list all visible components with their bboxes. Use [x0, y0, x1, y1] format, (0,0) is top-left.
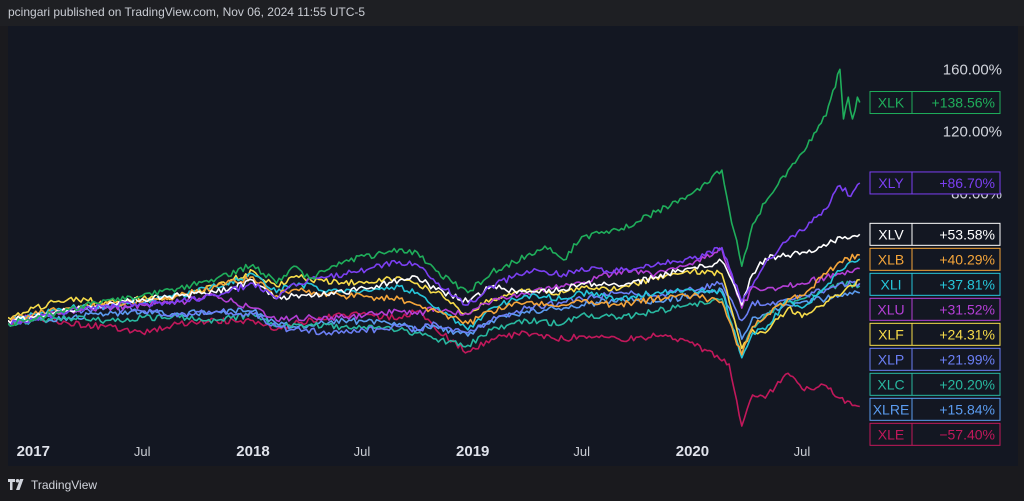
tradingview-logo[interactable]: TradingView [8, 478, 97, 492]
series-name-xlc: XLC [877, 376, 904, 392]
series-line-xle[interactable] [7, 309, 860, 427]
series-value-xlre: +15.84% [939, 401, 995, 417]
series-line-xly[interactable] [7, 182, 861, 327]
y-tick-label: 160.00% [943, 61, 1002, 78]
footer-bar: TradingView [0, 470, 1024, 501]
label-box-xlre [869, 397, 1001, 421]
label-box-xlf [869, 322, 1001, 346]
last-value-label-xlv: XLV +53.58% [869, 222, 1001, 246]
series-value-xlp: +21.99% [939, 351, 995, 367]
series-name-xlp: XLP [878, 351, 904, 367]
label-box-xlu [869, 297, 1001, 321]
tradingview-logo-icon [8, 479, 24, 490]
series-name-xli: XLI [880, 276, 901, 292]
series-name-xlre: XLRE [873, 401, 910, 417]
series-value-xlk: +138.56% [932, 95, 995, 111]
x-tick-label: Jul [573, 444, 590, 459]
x-tick-label: 2018 [236, 443, 269, 460]
label-box-xli [869, 272, 1001, 296]
series-name-xlb: XLB [878, 251, 904, 267]
published-info: pcingari published on TradingView.com, N… [8, 5, 366, 19]
x-tick-label: 2020 [676, 443, 709, 460]
series-name-xlu: XLU [877, 301, 904, 317]
series-value-xlc: +20.20% [939, 376, 995, 392]
last-value-label-xly: XLY +86.70% [869, 171, 1001, 195]
label-box-xlk [869, 91, 1001, 115]
series-value-xlu: +31.52% [939, 301, 995, 317]
series-line-xlp[interactable] [7, 280, 861, 336]
last-value-label-xlc: XLC +20.20% [869, 372, 1001, 396]
series-name-xlk: XLK [878, 95, 905, 111]
series-line-xlk[interactable] [7, 68, 861, 327]
label-box-xlp [869, 347, 1001, 371]
last-value-label-xlp: XLP +21.99% [869, 347, 1001, 371]
x-tick-label: 2017 [17, 443, 50, 460]
series-line-xlv[interactable] [7, 233, 861, 324]
series-value-xli: +37.81% [939, 276, 995, 292]
chart-plot-area[interactable]: 160.00%120.00%80.00% XLK+138.56%XLY+86.7… [7, 26, 1018, 466]
label-box-xlb [869, 247, 1001, 271]
series-name-xlv: XLV [878, 226, 904, 242]
last-value-label-xlk: XLK +138.56% [869, 91, 1001, 115]
series-name-xle: XLE [878, 426, 904, 442]
series-line-xlc[interactable] [7, 280, 861, 356]
last-value-label-xle: XLE −57.40% [869, 422, 1001, 446]
series-value-xlf: +24.31% [939, 326, 995, 342]
label-box-xlc [869, 372, 1001, 396]
x-tick-label: Jul [794, 444, 811, 459]
last-value-label-xlf: XLF +24.31% [869, 322, 1001, 346]
series-line-xlf[interactable] [7, 267, 860, 350]
x-tick-label: Jul [354, 444, 371, 459]
x-tick-label: 2019 [456, 443, 489, 460]
last-value-label-xlre: XLRE +15.84% [869, 397, 1001, 421]
series-value-xle: −57.40% [939, 426, 995, 442]
last-value-label-xlb: XLB +40.29% [869, 247, 1001, 271]
label-box-xle [869, 422, 1001, 446]
last-value-label-xli: XLI +37.81% [869, 272, 1001, 296]
publish-bar: pcingari published on TradingView.com, N… [0, 0, 1024, 26]
last-value-label-xlu: XLU +31.52% [869, 297, 1001, 321]
series-value-xlv: +53.58% [939, 226, 995, 242]
series-line-xli[interactable] [7, 258, 861, 359]
series-name-xlf: XLF [878, 326, 904, 342]
label-box-xly [869, 171, 1001, 195]
series-value-xlb: +40.29% [939, 251, 995, 267]
series-name-xly: XLY [878, 175, 904, 191]
label-box-xlv [869, 222, 1001, 246]
series-value-xly: +86.70% [939, 175, 995, 191]
tradingview-brand-text: TradingView [31, 478, 98, 492]
line-chart[interactable]: 160.00%120.00%80.00% XLK+138.56%XLY+86.7… [7, 26, 1018, 466]
x-tick-label: Jul [134, 444, 151, 459]
y-tick-label: 120.00% [943, 123, 1002, 140]
